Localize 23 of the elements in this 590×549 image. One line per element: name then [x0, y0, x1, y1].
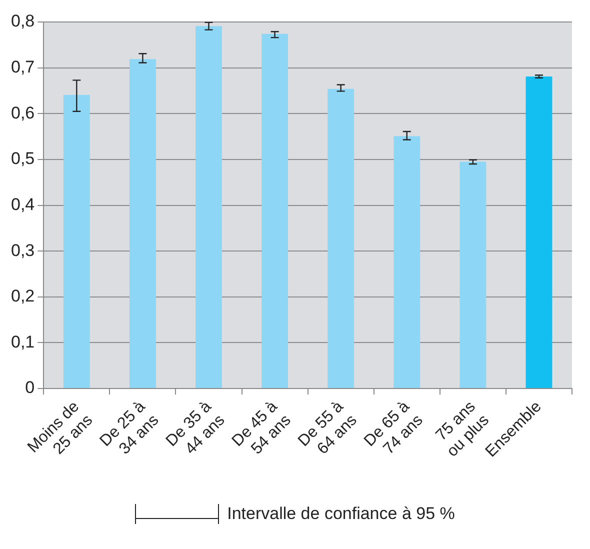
y-tick-label: 0,1	[10, 332, 35, 352]
x-tick-label: De 25 à 34 ans	[96, 398, 162, 458]
x-tick-label: De 55 à 64 ans	[295, 398, 360, 458]
bar	[129, 59, 156, 388]
bar	[460, 162, 486, 388]
y-tick-label: 0,7	[10, 58, 35, 77]
bar	[63, 94, 90, 388]
y-tick-label: 0,2	[10, 286, 35, 306]
y-tick-label: 0,5	[10, 149, 35, 168]
bar	[394, 136, 420, 388]
x-tick-label: De 35 à 44 ans	[163, 398, 228, 458]
y-tick-label: 0,6	[10, 103, 35, 122]
bar	[328, 88, 354, 388]
y-tick-label: 0,4	[10, 194, 35, 214]
x-tick-label: De 65 à 74 ans	[361, 398, 426, 458]
bar	[196, 26, 222, 388]
bar	[526, 76, 552, 388]
bar	[262, 34, 288, 388]
x-tick-label: De 45 à 54 ans	[229, 398, 294, 458]
y-tick-label: 0,8	[10, 12, 35, 31]
text: Intervalle de confiance à 95 %	[227, 504, 455, 524]
y-tick-label: 0,3	[10, 240, 35, 260]
y-tick-label: 0	[25, 378, 35, 398]
